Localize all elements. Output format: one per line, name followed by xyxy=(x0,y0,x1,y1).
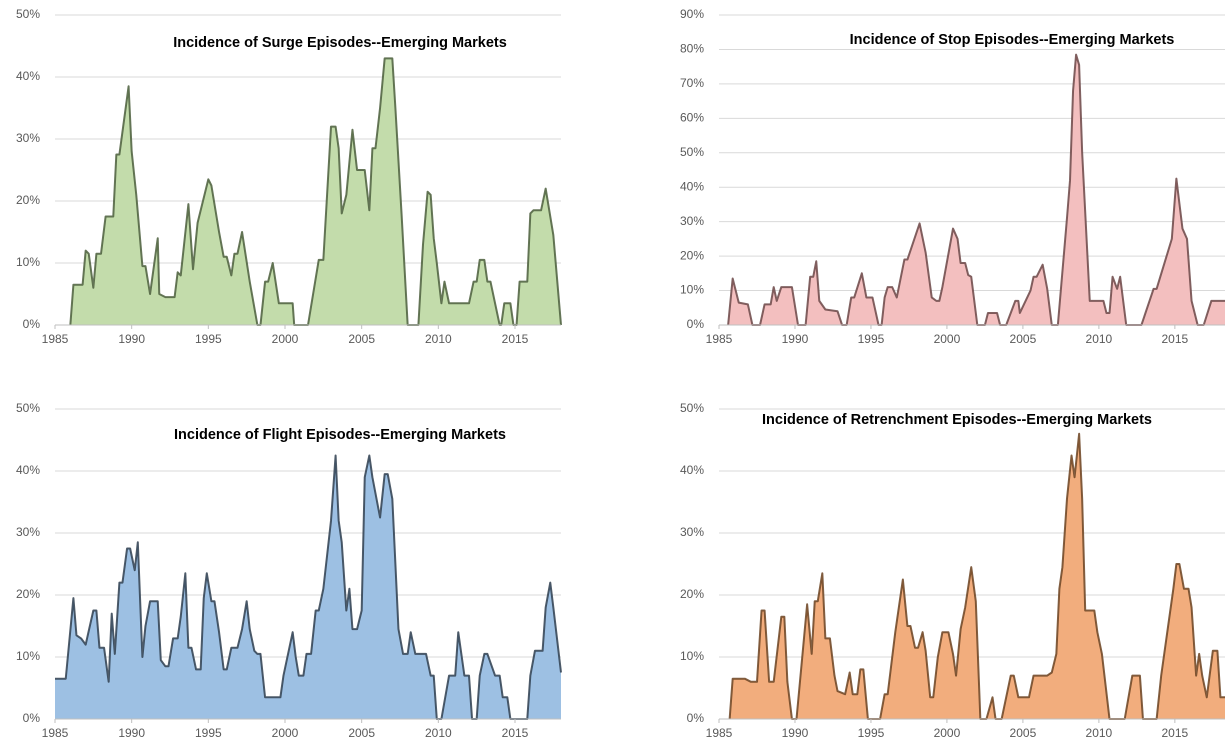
x-tick-label: 1990 xyxy=(118,726,145,740)
y-tick-label: 50% xyxy=(16,401,40,415)
x-tick-label: 1985 xyxy=(42,726,69,740)
x-tick-label: 2010 xyxy=(425,332,452,346)
y-tick-label: 40% xyxy=(680,179,704,193)
x-tick-label: 2015 xyxy=(1162,332,1189,346)
x-tick-label: 2010 xyxy=(1086,332,1113,346)
area-fill xyxy=(55,455,561,719)
x-tick-label: 1985 xyxy=(706,726,733,740)
panel: 0% 10% 20% 30% 40% 50% 60% 70% 80% 90% 1985 1990 199… xyxy=(680,7,1225,346)
y-tick-label: 30% xyxy=(680,214,704,228)
x-tick-label: 2005 xyxy=(348,726,375,740)
chart-title: Incidence of Flight Episodes--Emerging M… xyxy=(174,427,506,443)
x-tick-label: 1985 xyxy=(706,332,733,346)
area-fill xyxy=(728,54,1225,325)
x-tick-label: 1990 xyxy=(118,332,145,346)
area-edge xyxy=(55,454,562,720)
x-tick-label: 2000 xyxy=(272,726,299,740)
area-edge xyxy=(727,53,1225,326)
y-tick-label: 30% xyxy=(680,525,704,539)
x-tick-label: 2005 xyxy=(1010,726,1037,740)
y-tick-label: 10% xyxy=(680,283,704,297)
area-edge xyxy=(69,57,562,326)
y-tick-label: 10% xyxy=(16,255,40,269)
panel: 0% 10% 20% 30% 40% 50% 1985 1990 1995 2000 2005 201… xyxy=(680,401,1225,740)
y-tick-label: 30% xyxy=(16,131,40,145)
y-tick-label: 50% xyxy=(680,401,704,415)
chart-title: Incidence of Stop Episodes--Emerging Mar… xyxy=(850,32,1175,48)
chart-title: Incidence of Surge Episodes--Emerging Ma… xyxy=(173,35,507,51)
y-tick-label: 80% xyxy=(680,42,704,56)
x-tick-label: 1995 xyxy=(195,332,222,346)
x-tick-label: 2005 xyxy=(1010,332,1037,346)
y-tick-label: 20% xyxy=(16,193,40,207)
y-tick-label: 10% xyxy=(16,649,40,663)
x-tick-label: 2000 xyxy=(272,332,299,346)
y-tick-label: 30% xyxy=(16,525,40,539)
x-tick-label: 2015 xyxy=(1162,726,1189,740)
y-tick-label: 10% xyxy=(680,649,704,663)
y-tick-label: 40% xyxy=(16,463,40,477)
x-tick-label: 1995 xyxy=(195,726,222,740)
y-tick-label: 20% xyxy=(680,587,704,601)
y-tick-label: 50% xyxy=(16,7,40,21)
x-tick-label: 1995 xyxy=(858,332,885,346)
y-tick-label: 40% xyxy=(16,69,40,83)
x-tick-label: 2015 xyxy=(502,332,529,346)
x-tick-label: 2015 xyxy=(502,726,529,740)
y-tick-label: 70% xyxy=(680,76,704,90)
y-tick-label: 90% xyxy=(680,7,704,21)
y-tick-label: 60% xyxy=(680,111,704,125)
x-tick-label: 2000 xyxy=(934,332,961,346)
chart-title: Incidence of Retrenchment Episodes--Emer… xyxy=(762,412,1152,428)
area-fill xyxy=(70,58,561,326)
x-tick-label: 2010 xyxy=(425,726,452,740)
y-tick-label: 0% xyxy=(687,711,705,725)
y-tick-label: 20% xyxy=(16,587,40,601)
y-tick-label: 0% xyxy=(23,711,41,725)
x-tick-label: 1985 xyxy=(42,332,69,346)
y-tick-label: 40% xyxy=(680,463,704,477)
y-tick-label: 20% xyxy=(680,248,704,262)
x-tick-label: 1995 xyxy=(858,726,885,740)
x-tick-label: 2005 xyxy=(348,332,375,346)
panel: 0% 10% 20% 30% 40% 50% 1985 1990 1995 2000 2005 201… xyxy=(16,401,562,740)
y-tick-label: 0% xyxy=(23,317,41,331)
y-tick-label: 0% xyxy=(687,317,705,331)
panel: 0% 10% 20% 30% 40% 50% 1985 1990 1995 2000 2005 201… xyxy=(16,7,562,346)
x-tick-label: 2000 xyxy=(934,726,961,740)
y-tick-label: 50% xyxy=(680,145,704,159)
x-tick-label: 2010 xyxy=(1086,726,1113,740)
x-tick-label: 1990 xyxy=(782,332,809,346)
x-tick-label: 1990 xyxy=(782,726,809,740)
area-fill xyxy=(729,433,1225,719)
